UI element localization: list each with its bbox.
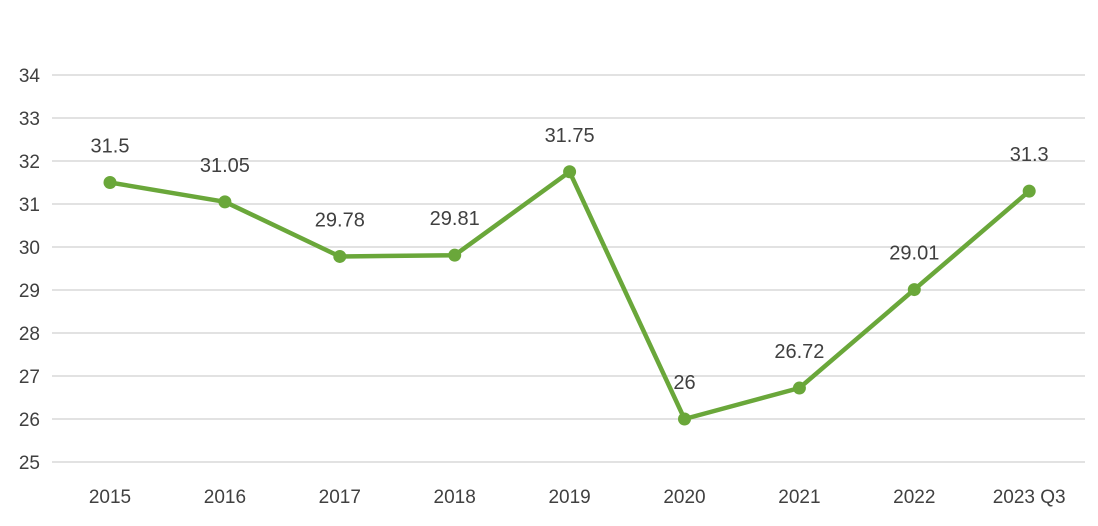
data-label: 31.05 bbox=[200, 155, 250, 177]
y-tick-label: 30 bbox=[19, 238, 40, 259]
x-tick-label: 2018 bbox=[434, 487, 476, 508]
data-points bbox=[103, 165, 1036, 426]
y-tick-label: 26 bbox=[19, 410, 40, 431]
data-label: 31.3 bbox=[1010, 144, 1049, 166]
series-line-layer bbox=[107, 169, 1032, 422]
y-tick-label: 28 bbox=[19, 324, 40, 345]
x-tick-label: 2017 bbox=[319, 487, 361, 508]
data-label: 31.5 bbox=[91, 136, 130, 158]
data-point bbox=[678, 412, 691, 426]
y-tick-label: 32 bbox=[19, 152, 40, 173]
data-point bbox=[792, 381, 806, 395]
x-tick-label: 2023 Q3 bbox=[993, 487, 1066, 508]
x-tick-label: 2022 bbox=[893, 487, 935, 508]
data-point bbox=[218, 195, 232, 209]
data-point bbox=[907, 283, 921, 297]
data-point bbox=[563, 165, 577, 179]
data-label: 29.01 bbox=[889, 243, 939, 265]
y-tick-label: 29 bbox=[19, 281, 40, 302]
x-axis-tick-labels: 2015 2016 2017 2018 2019 2020 2021 2022 2023 Q3 bbox=[89, 487, 1066, 508]
data-point bbox=[448, 248, 462, 262]
y-tick-label: 34 bbox=[19, 66, 41, 87]
y-tick-label: 27 bbox=[19, 367, 40, 388]
series-line bbox=[107, 169, 1032, 422]
x-tick-label: 2015 bbox=[89, 487, 131, 508]
data-label: 29.78 bbox=[315, 209, 365, 231]
x-tick-label: 2020 bbox=[663, 487, 705, 508]
data-point bbox=[103, 176, 117, 189]
y-axis-tick-labels: 25 26 27 28 29 30 31 32 33 34 bbox=[19, 66, 41, 474]
x-tick-label: 2016 bbox=[204, 487, 246, 508]
data-point bbox=[333, 249, 347, 263]
y-tick-label: 31 bbox=[19, 195, 40, 216]
data-label: 31.75 bbox=[545, 125, 595, 147]
y-tick-label: 25 bbox=[19, 453, 40, 474]
data-labels: 31.5 31.05 29.78 29.81 31.75 26 26.72 29.01 31.3 bbox=[91, 125, 1049, 394]
data-label: 29.81 bbox=[430, 208, 480, 230]
y-tick-label: 33 bbox=[19, 109, 40, 130]
x-tick-label: 2019 bbox=[548, 487, 590, 508]
x-tick-label: 2021 bbox=[778, 487, 820, 508]
data-label: 26 bbox=[673, 372, 695, 394]
data-label: 26.72 bbox=[774, 341, 824, 363]
data-point bbox=[1022, 184, 1036, 198]
